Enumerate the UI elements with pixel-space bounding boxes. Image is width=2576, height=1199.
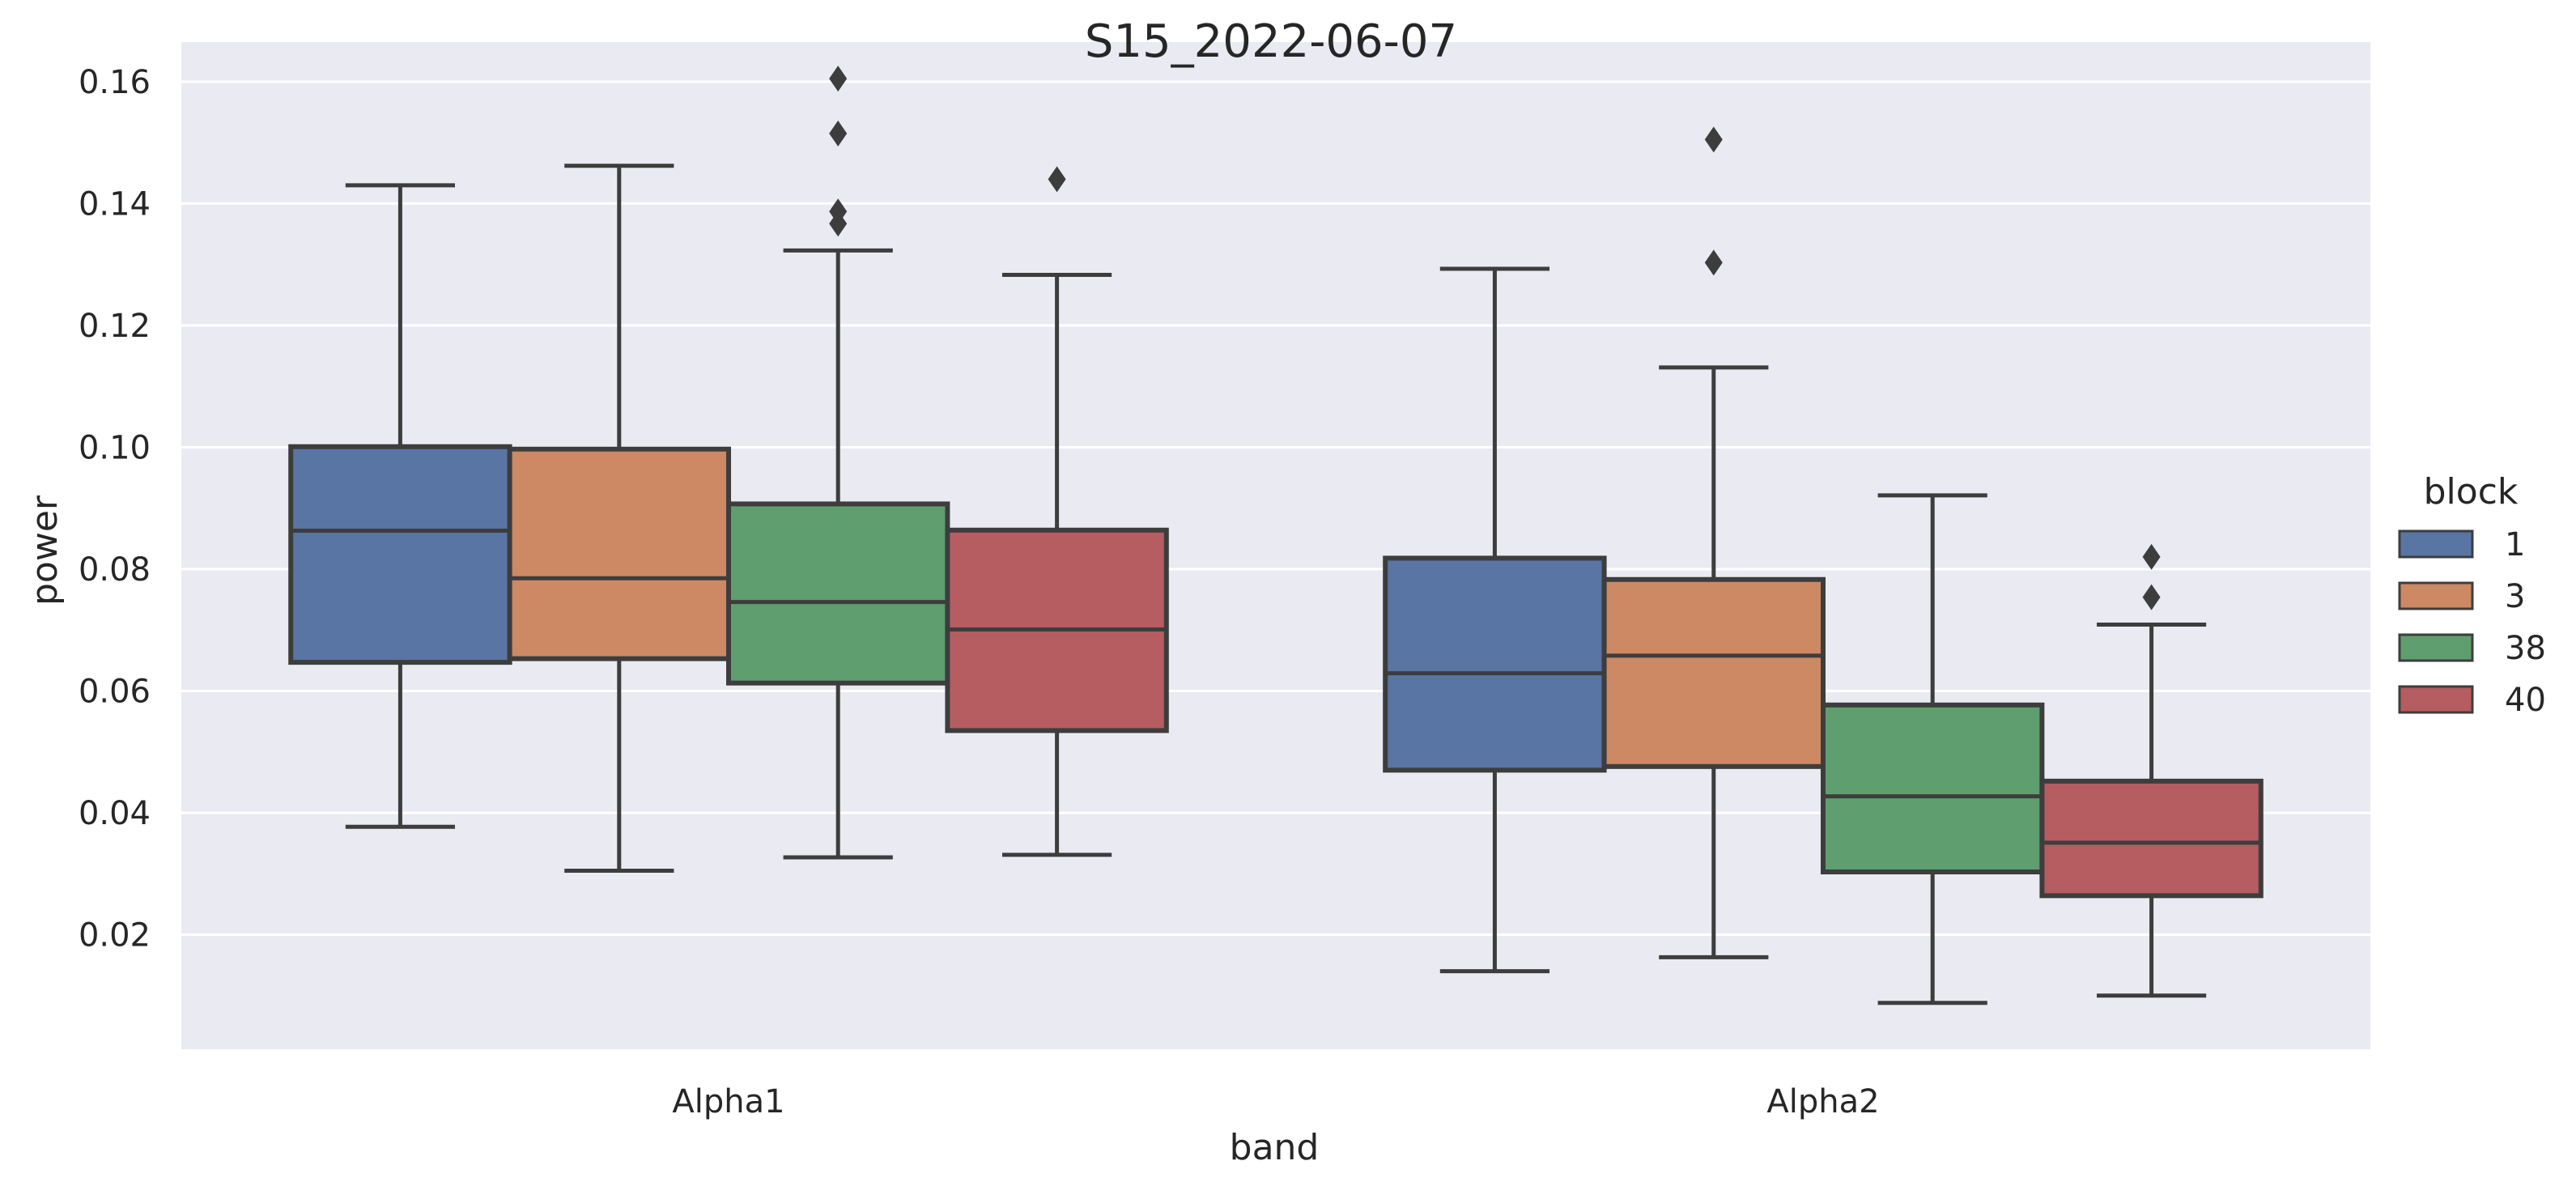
legend-title: block (2424, 471, 2519, 512)
y-tick-label: 0.14 (79, 185, 151, 223)
legend-swatch-40 (2398, 685, 2474, 714)
outlier-point (829, 198, 848, 225)
iqr-box (726, 501, 950, 686)
iqr-box (507, 446, 731, 661)
legend-label-40: 40 (2505, 682, 2546, 719)
y-tick-label: 0.04 (79, 795, 151, 832)
outlier-point (829, 120, 848, 147)
chart-title: S15_2022-06-07 (1085, 15, 1457, 68)
box-1-Alpha1 (288, 183, 512, 829)
x-tick-label: Alpha1 (672, 1083, 784, 1120)
legend-label-38: 38 (2505, 630, 2546, 667)
y-tick-label: 0.06 (79, 673, 151, 710)
legend: block 1 3 38 40 (2398, 471, 2546, 719)
iqr-box (1821, 702, 2045, 875)
y-tick-label: 0.12 (79, 308, 151, 345)
box-40-Alpha2 (2039, 543, 2264, 998)
y-tick-labels: 0.02 0.04 0.06 0.08 0.10 0.12 0.14 0.16 (79, 64, 151, 955)
y-tick-label: 0.02 (79, 917, 151, 955)
iqr-box (1601, 576, 1826, 769)
y-tick-label: 0.08 (79, 551, 151, 589)
x-axis-title: band (1230, 1127, 1320, 1168)
outlier-point (2142, 543, 2161, 570)
y-axis-title: power (24, 495, 66, 606)
y-tick-label: 0.16 (79, 64, 151, 101)
iqr-box (1383, 555, 1607, 773)
legend-label-1: 1 (2505, 526, 2525, 563)
y-tick-label: 0.10 (79, 429, 151, 466)
box-1-Alpha2 (1383, 266, 1607, 974)
outlier-point (829, 66, 848, 92)
legend-label-3: 3 (2505, 578, 2525, 615)
iqr-box (288, 444, 512, 665)
outlier-point (2142, 584, 2161, 610)
legend-swatch-1 (2398, 529, 2474, 559)
box-series (288, 66, 2264, 1006)
x-tick-labels: Alpha1 Alpha2 (672, 1083, 1879, 1120)
outlier-point (1704, 126, 1723, 153)
outlier-point (1704, 249, 1723, 276)
outlier-point (1048, 166, 1066, 193)
box-40-Alpha1 (945, 166, 1169, 857)
box-38-Alpha2 (1821, 493, 2045, 1006)
x-tick-label: Alpha2 (1766, 1083, 1879, 1120)
iqr-box (2039, 778, 2264, 899)
legend-swatch-3 (2398, 581, 2474, 610)
box-38-Alpha1 (726, 66, 950, 860)
legend-swatch-38 (2398, 633, 2474, 662)
box-3-Alpha1 (507, 164, 731, 873)
box-3-Alpha2 (1601, 126, 1826, 959)
